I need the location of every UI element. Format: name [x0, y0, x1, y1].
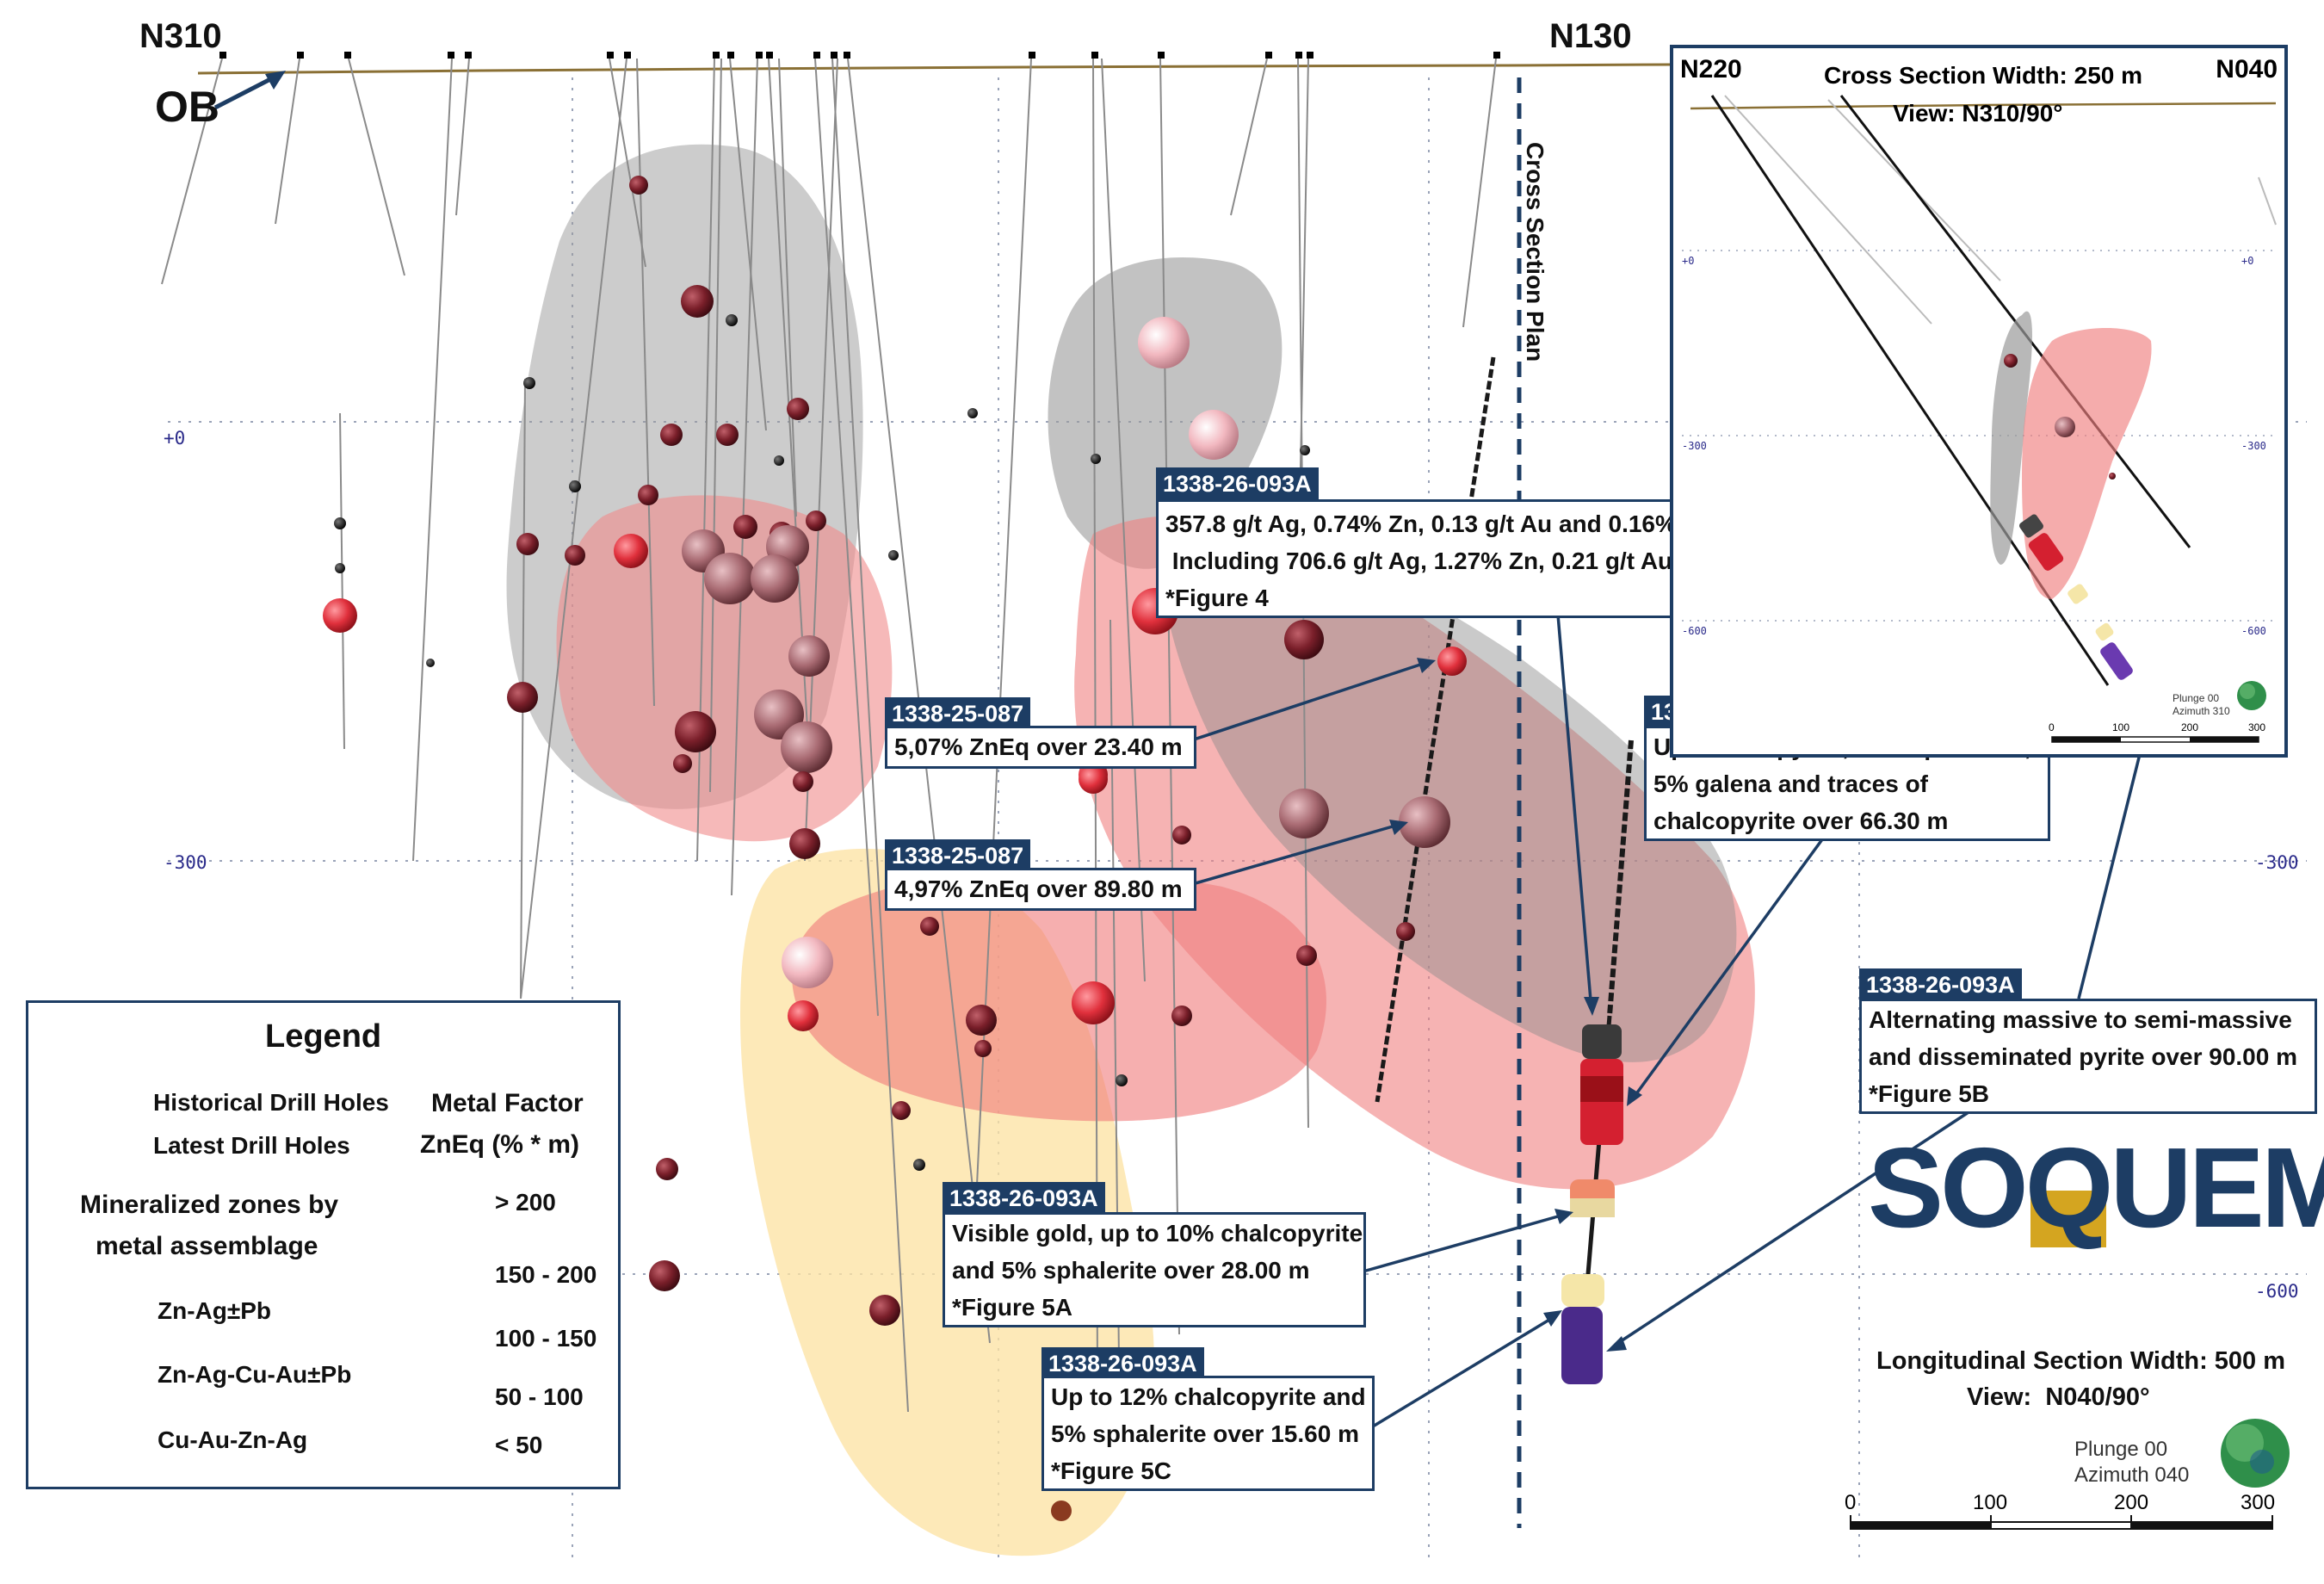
callout-line: and disseminated pyrite over 90.00 m	[1869, 1043, 2297, 1070]
legend-mf-under-50: < 50	[495, 1432, 543, 1458]
elevation-label-m600-right: -600	[2255, 1281, 2299, 1302]
legend-metal-factor-title: Metal Factor	[431, 1089, 584, 1117]
section-label-left: N310	[139, 17, 222, 55]
inset-cross-section: N220 N040 Cross Section Width: 250 m Vie…	[1670, 45, 2288, 758]
callout-line: *Figure 5A	[952, 1294, 1073, 1321]
legend-metal-factor-units: ZnEq (% * m)	[420, 1130, 579, 1159]
elevation-label-zero: +0	[164, 428, 186, 449]
callout-line: Alternating massive to semi-massive	[1869, 1006, 2292, 1033]
legend-mf-50-100: 50 - 100	[495, 1383, 584, 1410]
callout-line: and 5% sphalerite over 28.00 m	[952, 1257, 1310, 1284]
scale-label-200: 200	[2114, 1491, 2149, 1514]
inset-elev-zero-left: +0	[1682, 255, 1695, 267]
callout-line: chalcopyrite over 66.30 m	[1653, 807, 1949, 834]
logo-q-letter: Q	[2024, 1124, 2114, 1251]
longitudinal-scale-bar	[1850, 1515, 2273, 1530]
legend-mf-100-150: 100 - 150	[495, 1325, 597, 1352]
callout-line: 5% sphalerite over 15.60 m	[1051, 1420, 1359, 1447]
callout-4-97-zneq: 4,97% ZnEq over 89.80 m	[885, 868, 1196, 911]
longitudinal-azimuth: Azimuth 040	[2074, 1463, 2190, 1487]
callout-line: 5,07% ZnEq over 23.40 m	[894, 733, 1183, 760]
inset-elev-m600-left: -600	[1682, 625, 1707, 637]
callout-line: *Figure 5B	[1869, 1080, 1990, 1107]
longitudinal-width-text: Longitudinal Section Width: 500 m	[1876, 1347, 2286, 1375]
elevation-label-m300-right: -300	[2255, 852, 2299, 873]
legend-zone-zn-ag-pb: Zn-Ag±Pb	[158, 1297, 272, 1324]
inset-elev-m300-left: -300	[1682, 440, 1707, 452]
callout-line: Visible gold, up to 10% chalcopyrite	[952, 1220, 1363, 1247]
inset-scale-0: 0	[2049, 721, 2055, 733]
cross-section-plan-label: Cross Section Plan	[1522, 142, 1548, 362]
callout-tag-figure-4: 1338-26-093A	[1156, 467, 1319, 500]
elevation-label-m300-left: -300	[164, 852, 207, 873]
drill-core-intervals	[1561, 1024, 1623, 1384]
callout-line: Up to 12% chalcopyrite and	[1051, 1383, 1366, 1410]
inset-plunge: Plunge 00	[2173, 692, 2220, 704]
inset-drawing	[1682, 95, 2277, 743]
callout-tag-4-97: 1338-25-087	[885, 839, 1031, 872]
inset-elev-zero-right: +0	[2241, 255, 2254, 267]
callout-tag-figure-5b: 1338-26-093A	[1859, 968, 2022, 1001]
callout-tag-5-07: 1338-25-087	[885, 697, 1031, 730]
legend-zones-title-1: Mineralized zones by	[80, 1191, 339, 1219]
section-label-middle: N130	[1549, 17, 1632, 55]
legend-latest-drill-holes: Latest Drill Holes	[153, 1132, 350, 1159]
scale-label-0: 0	[1845, 1491, 1857, 1514]
legend-zones-title-2: metal assemblage	[96, 1232, 318, 1260]
soquem-logo: SO QUEM	[1868, 1131, 2324, 1247]
callout-line: *Figure 5C	[1051, 1457, 1172, 1484]
logo-text-so: SO	[1868, 1124, 2029, 1251]
inset-width-text: Cross Section Width: 250 m	[1824, 62, 2143, 89]
legend-mf-over-200: > 200	[495, 1189, 556, 1216]
callout-tag-figure-5a: 1338-26-093A	[943, 1182, 1105, 1215]
logo-text-uem: UEM	[2110, 1124, 2324, 1251]
inset-scale-300: 300	[2248, 721, 2266, 733]
callout-figure-5b: Alternating massive to semi-massive and …	[1859, 999, 2317, 1114]
callout-line: 4,97% ZnEq over 89.80 m	[894, 876, 1183, 902]
inset-elev-m300-right: -300	[2241, 440, 2266, 452]
scale-label-100: 100	[1973, 1491, 2008, 1514]
collar-marks	[219, 52, 1500, 59]
inset-elev-m600-right: -600	[2241, 625, 2266, 637]
legend-zone-cu-au-zn-ag: Cu-Au-Zn-Ag	[158, 1426, 308, 1453]
inset-azimuth: Azimuth 310	[2173, 705, 2230, 717]
inset-scale-200: 200	[2181, 721, 2199, 733]
callout-line: *Figure 4	[1165, 585, 1269, 611]
callout-figure-5c: Up to 12% chalcopyrite and 5% sphalerite…	[1041, 1376, 1375, 1491]
assay-spheres	[323, 176, 1467, 1521]
longitudinal-view-text: View: N040/90°	[1967, 1383, 2150, 1411]
inset-scale-100: 100	[2112, 721, 2130, 733]
longitudinal-plunge: Plunge 00	[2074, 1438, 2168, 1461]
legend-zone-zn-ag-cu-au-pb: Zn-Ag-Cu-Au±Pb	[158, 1361, 352, 1388]
legend-mf-150-200: 150 - 200	[495, 1261, 597, 1288]
legend-historical-drill-holes: Historical Drill Holes	[153, 1089, 389, 1116]
legend-title: Legend	[265, 1018, 382, 1055]
inset-left-label: N220	[1680, 55, 1742, 84]
ground-surface	[197, 63, 1671, 75]
ob-arrow	[213, 71, 286, 110]
inset-view-text: View: N310/90°	[1893, 100, 2063, 127]
logo-text-q: Q	[2025, 1131, 2113, 1247]
inset-right-label: N040	[2216, 55, 2278, 84]
legend: Legend Historical Drill Holes Latest Dri…	[26, 1000, 621, 1489]
ob-label: OB	[155, 83, 219, 131]
callout-line: 5% galena and traces of	[1653, 770, 1929, 797]
callout-figure-5a: Visible gold, up to 10% chalcopyrite and…	[943, 1212, 1366, 1327]
callout-tag-figure-5c: 1338-26-093A	[1041, 1347, 1204, 1380]
callout-5-07-zneq: 5,07% ZnEq over 23.40 m	[885, 726, 1196, 769]
orientation-globe	[2221, 1419, 2290, 1488]
scale-label-300: 300	[2241, 1491, 2276, 1514]
